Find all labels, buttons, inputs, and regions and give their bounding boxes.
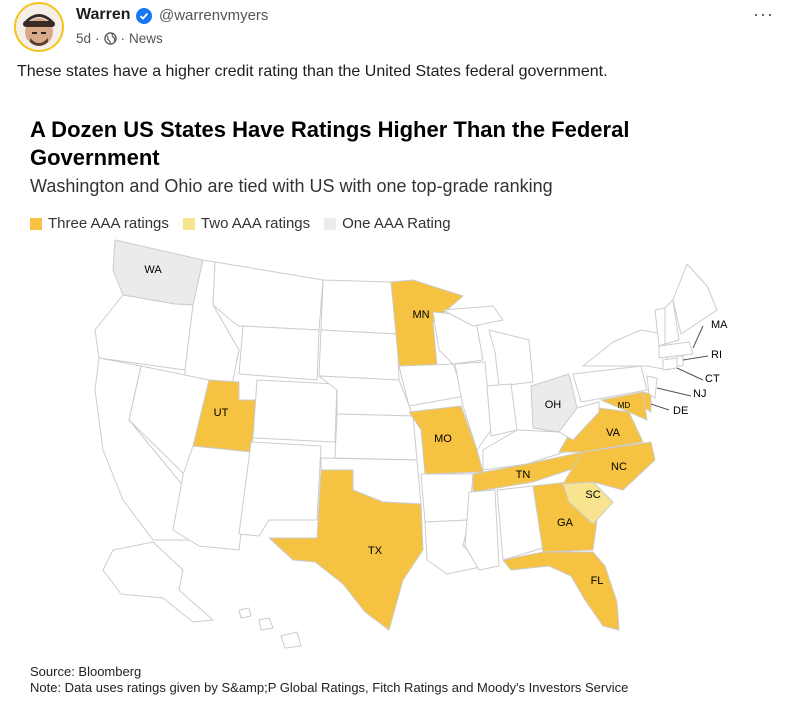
label-NJ: NJ: [693, 388, 706, 400]
state-AK: [102, 541, 214, 623]
state-KS: [334, 413, 418, 461]
state-MT: [212, 261, 324, 331]
label-DE: DE: [673, 405, 688, 417]
state-NM: [238, 441, 322, 537]
state-CT[interactable]: [662, 357, 678, 371]
state-RI[interactable]: [676, 355, 684, 367]
legend-label-two: Two AAA ratings: [200, 215, 311, 232]
label-UT: UT: [214, 407, 229, 419]
more-options-icon[interactable]: ···: [753, 4, 774, 24]
state-AR: [420, 473, 474, 523]
verified-badge-icon: [136, 8, 152, 24]
legend-item-one: One AAA Rating: [324, 215, 451, 232]
state-HI: [238, 607, 302, 649]
state-IL: [454, 361, 492, 451]
state-MI: [442, 305, 534, 387]
meta-separator-2: ·: [120, 31, 126, 46]
legend-swatch-three: [30, 217, 42, 230]
label-OH: OH: [545, 399, 562, 411]
chart-source: Source: Bloomberg Note: Data uses rating…: [30, 664, 628, 696]
post-meta: 5d · · News: [76, 31, 163, 46]
author-handle[interactable]: @warrenvmyers: [159, 7, 269, 24]
state-MS: [464, 489, 500, 571]
state-IA: [398, 363, 466, 407]
label-TX: TX: [368, 545, 383, 557]
state-NH: [664, 299, 680, 345]
state-MD[interactable]: [600, 391, 648, 421]
chart-title: A Dozen US States Have Ratings Higher Th…: [30, 117, 630, 170]
label-MD: MD: [618, 401, 631, 410]
label-VA: VA: [606, 427, 621, 439]
state-IN: [486, 383, 518, 437]
state-SD: [318, 329, 400, 381]
meta-separator: ·: [95, 31, 100, 46]
legend-item-three: Three AAA ratings: [30, 215, 169, 232]
legend-label-one: One AAA Rating: [342, 215, 451, 232]
post-category[interactable]: News: [129, 31, 163, 46]
label-SC: SC: [585, 489, 600, 501]
legend-item-two: Two AAA ratings: [182, 215, 311, 232]
state-MA[interactable]: [658, 341, 694, 359]
label-RI: RI: [711, 349, 722, 361]
label-MA: MA: [711, 319, 728, 331]
state-NY: [582, 329, 670, 371]
label-MO: MO: [434, 433, 452, 445]
note-line: Note: Data uses ratings given by S&amp;P…: [30, 680, 629, 695]
state-CO: [252, 379, 338, 443]
state-FL[interactable]: [502, 551, 620, 631]
globe-icon: [103, 32, 117, 45]
label-TN: TN: [516, 469, 531, 481]
label-NC: NC: [611, 461, 627, 473]
label-FL: FL: [591, 575, 604, 587]
label-GA: GA: [557, 517, 574, 529]
legend: Three AAA ratings Two AAA ratings One AA…: [30, 215, 451, 232]
legend-label-three: Three AAA ratings: [48, 215, 169, 232]
state-ME: [672, 263, 718, 335]
state-WV: [558, 401, 600, 441]
state-DE[interactable]: [642, 391, 652, 413]
chart-image[interactable]: A Dozen US States Have Ratings Higher Th…: [3, 90, 786, 721]
state-NJ[interactable]: [646, 375, 658, 399]
source-line: Source: Bloomberg: [30, 664, 142, 679]
label-WA: WA: [144, 264, 162, 276]
author-name[interactable]: Warren: [76, 6, 131, 23]
avatar[interactable]: [14, 2, 64, 52]
label-MN: MN: [412, 309, 429, 321]
us-map: WA MN UT MO TX TN OH VA MD NC SC GA FL M…: [94, 239, 728, 649]
label-CT: CT: [705, 373, 720, 385]
legend-swatch-one: [324, 217, 337, 230]
state-PA: [572, 365, 648, 403]
state-WY: [238, 325, 320, 381]
state-ND: [320, 279, 398, 335]
post-text: These states have a higher credit rating…: [17, 63, 608, 80]
legend-swatch-two: [182, 217, 195, 230]
state-OR: [94, 294, 194, 371]
state-NC[interactable]: [562, 441, 656, 491]
state-TX[interactable]: [268, 469, 424, 631]
post-age[interactable]: 5d: [76, 31, 92, 46]
chart-subtitle: Washington and Ohio are tied with US wit…: [30, 176, 553, 196]
post-header: Warren @warrenvmyers 5d · · News ···: [14, 2, 774, 52]
